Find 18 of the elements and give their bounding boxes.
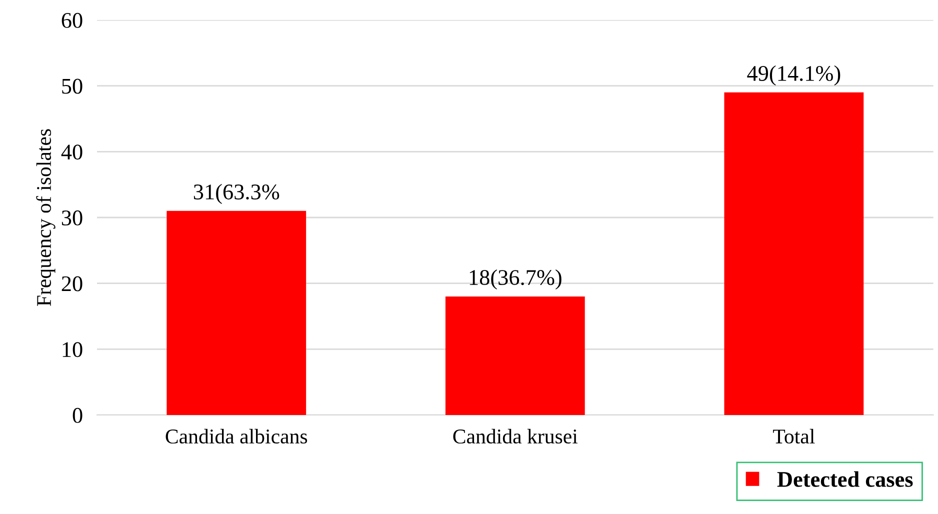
bar [166,210,306,415]
x-tick-label: Candida krusei [453,428,578,444]
bar [445,296,585,415]
y-tick-label: 50 [62,78,82,94]
data-label: 31(63.3% [194,184,280,204]
y-tick-label: 40 [61,144,82,160]
y-tick-label: 10 [62,342,82,358]
x-tick-label: Candida albicans [166,428,308,444]
bar [724,92,864,415]
y-axis-title: Frequency of isolates [36,129,56,306]
data-label: 18(36.7%) [470,269,562,290]
y-tick-label: 30 [62,210,82,226]
y-tick-label: 0 [72,408,82,423]
y-tick-label: 60 [62,12,82,28]
data-label: 49(14.1%) [747,65,840,86]
x-tick-label: Total [773,428,815,444]
legend-label: Detected cases [777,471,913,487]
y-tick-label: 20 [62,276,82,292]
